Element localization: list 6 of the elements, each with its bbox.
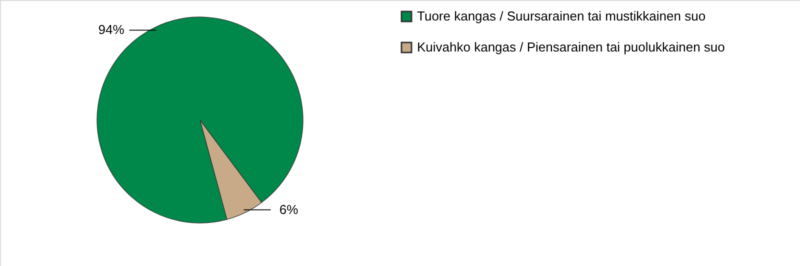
pie-slice [200, 120, 262, 220]
data-label: 94% [98, 22, 125, 38]
pie-slice [96, 16, 304, 224]
legend-label: Kuivahko kangas / Piensarainen tai puolukkainen suo [417, 40, 725, 54]
data-label: 6% [279, 202, 299, 217]
legend-label: Tuore kangas / Suursarainen tai mustikkainen suo [417, 8, 706, 24]
